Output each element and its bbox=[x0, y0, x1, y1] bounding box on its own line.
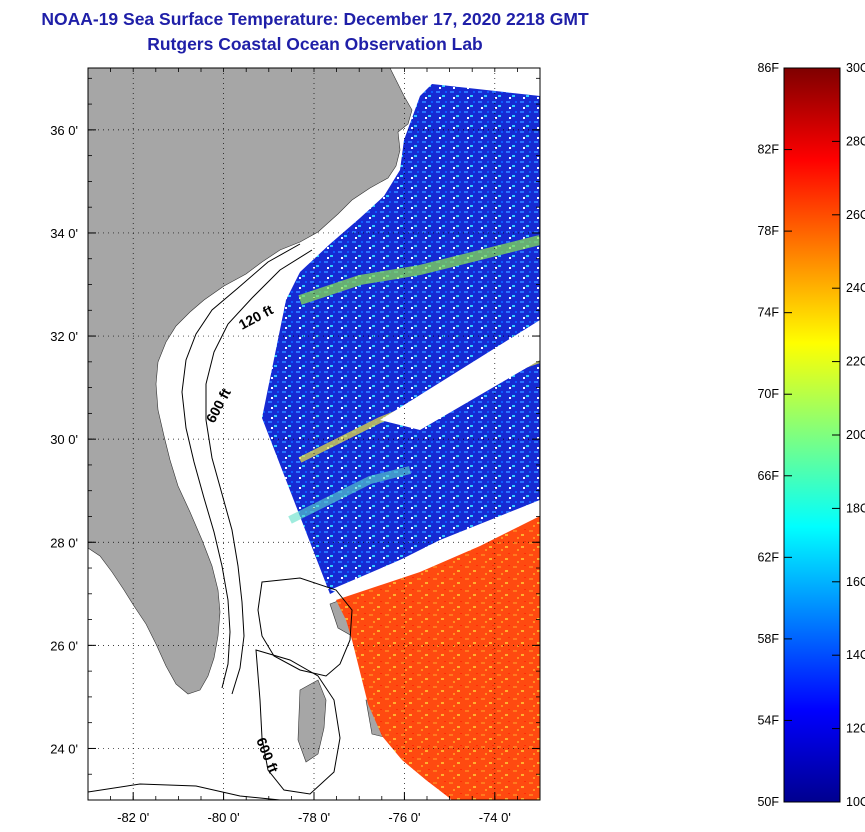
isobath-bahamas bbox=[257, 577, 353, 677]
colorbar-celsius-label: 12C bbox=[846, 722, 865, 736]
lon-tick-label: -78 0' bbox=[298, 810, 330, 825]
map-axes: -82 0' -80 0' -78 0' -76 0' -74 0' 24 0' 26 0'… bbox=[50, 68, 541, 825]
lat-tick-label: 36 0' bbox=[50, 123, 78, 138]
lat-tick-label: 28 0' bbox=[50, 535, 78, 550]
colorbar-celsius-label: 26C bbox=[846, 208, 865, 222]
map-title: NOAA-19 Sea Surface Temperature: Decembe… bbox=[41, 9, 589, 29]
colorbar-celsius-label: 20C bbox=[846, 428, 865, 442]
lat-tick-label: 24 0' bbox=[50, 741, 78, 756]
isobath-south bbox=[88, 783, 281, 800]
colorbar-fahrenheit-label: 82F bbox=[757, 143, 779, 157]
map-frame bbox=[87, 67, 541, 801]
map-subtitle: Rutgers Coastal Ocean Observation Lab bbox=[147, 34, 483, 54]
lat-tick-label: 34 0' bbox=[50, 226, 78, 241]
colorbar: 30C 28C 26C 24C 22C 20C 18C 16C 14C 12C 10C 86F 82F 7… bbox=[757, 61, 865, 809]
land-bahamas-andros bbox=[297, 679, 327, 763]
colorbar-gradient bbox=[783, 67, 841, 803]
sst-swath-warm bbox=[336, 516, 540, 800]
colorbar-labels: 30C 28C 26C 24C 22C 20C 18C 16C 14C 12C 10C 86F 82F 7… bbox=[757, 61, 865, 809]
colorbar-celsius-label: 16C bbox=[846, 575, 865, 589]
isobath-bahamas bbox=[255, 649, 341, 795]
colorbar-fahrenheit-label: 66F bbox=[757, 469, 779, 483]
colorbar-fahrenheit-label: 54F bbox=[757, 713, 779, 727]
colorbar-fahrenheit-label: 62F bbox=[757, 550, 779, 564]
cloud-gap bbox=[380, 320, 540, 430]
sst-swath-cool bbox=[262, 84, 540, 594]
colorbar-celsius-label: 22C bbox=[846, 355, 865, 369]
colorbar-fahrenheit-label: 86F bbox=[757, 61, 779, 75]
isobath-120ft bbox=[181, 243, 301, 689]
lon-tick-label: -74 0' bbox=[479, 810, 511, 825]
lon-tick-label: -80 0' bbox=[208, 810, 240, 825]
lat-tick-label: 30 0' bbox=[50, 432, 78, 447]
colorbar-fahrenheit-label: 78F bbox=[757, 224, 779, 238]
lon-tick-label: -82 0' bbox=[117, 810, 149, 825]
colorbar-fahrenheit-label: 58F bbox=[757, 632, 779, 646]
graticule bbox=[88, 68, 540, 800]
isobath-600ft bbox=[205, 249, 313, 695]
colorbar-celsius-label: 14C bbox=[846, 648, 865, 662]
lon-tick-label: -76 0' bbox=[388, 810, 420, 825]
colorbar-fahrenheit-label: 50F bbox=[757, 795, 779, 809]
colorbar-fahrenheit-label: 70F bbox=[757, 387, 779, 401]
lat-tick-label: 32 0' bbox=[50, 329, 78, 344]
colorbar-celsius-label: 10C bbox=[846, 795, 865, 809]
colorbar-celsius-label: 28C bbox=[846, 134, 865, 148]
cloud-gap bbox=[330, 500, 540, 596]
lat-tick-label: 26 0' bbox=[50, 638, 78, 653]
colorbar-celsius-label: 24C bbox=[846, 281, 865, 295]
land-north-america bbox=[88, 68, 413, 695]
sst-warm-filament bbox=[288, 466, 411, 524]
colorbar-celsius-label: 18C bbox=[846, 501, 865, 515]
sst-warm-filament bbox=[298, 235, 540, 305]
colorbar-fahrenheit-label: 74F bbox=[757, 306, 779, 320]
colorbar-celsius-label: 30C bbox=[846, 61, 865, 75]
